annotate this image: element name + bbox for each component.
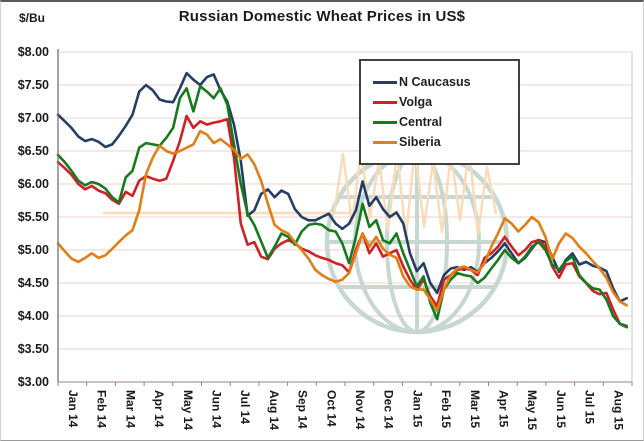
legend-line-swatch xyxy=(373,140,397,144)
x-tick-label: Nov 14 xyxy=(353,390,367,430)
legend-item-n-caucasus: N Caucasus xyxy=(373,75,518,89)
y-tick-label: $4.50 xyxy=(18,276,49,290)
legend-item-volga: Volga xyxy=(373,95,518,109)
x-tick-label: Jul 14 xyxy=(238,390,252,424)
legend-line-swatch xyxy=(373,100,397,104)
watermark-globe-icon xyxy=(103,146,510,335)
y-tick-label: $7.00 xyxy=(18,111,49,125)
x-tick-label: Sep 14 xyxy=(296,390,310,429)
x-tick-label: May 14 xyxy=(181,390,195,430)
x-tick-label: Jan 15 xyxy=(410,390,424,428)
x-tick-label: Mar 15 xyxy=(468,390,482,428)
y-tick-label: $6.00 xyxy=(18,177,49,191)
y-tick-label: $8.00 xyxy=(18,45,49,59)
legend-line-swatch xyxy=(373,120,397,124)
legend-label: Central xyxy=(399,115,443,129)
x-tick-label: Aug 15 xyxy=(611,390,625,430)
x-tick-label: May 15 xyxy=(525,390,539,430)
y-tick-label: $3.50 xyxy=(18,342,49,356)
chart-title: Russian Domestic Wheat Prices in US$ xyxy=(178,8,466,25)
series-line-volga xyxy=(56,114,629,329)
x-tick-label: Oct 14 xyxy=(324,390,338,427)
y-tick-label: $7.50 xyxy=(18,78,49,92)
y-axis-unit-label: $/Bu xyxy=(19,11,46,25)
legend-line-swatch xyxy=(373,80,397,84)
y-tick-label: $4.00 xyxy=(18,309,49,323)
x-tick-label: Jun 15 xyxy=(554,390,568,428)
legend-label: Siberia xyxy=(399,135,441,149)
x-tick-label: Jan 14 xyxy=(66,390,80,428)
legend-item-central: Central xyxy=(373,115,518,129)
series-line-siberia xyxy=(56,129,629,313)
x-tick-label: Apr 15 xyxy=(497,390,511,428)
y-tick-label: $3.00 xyxy=(18,375,49,389)
y-tick-label: $5.00 xyxy=(18,243,49,257)
x-tick-label: Mar 14 xyxy=(123,390,137,428)
y-tick-label: $6.50 xyxy=(18,144,49,158)
x-tick-label: Aug 14 xyxy=(267,390,281,430)
x-tick-label: Jul 15 xyxy=(583,390,597,424)
legend: N Caucasus Volga Central Siberia xyxy=(359,59,520,165)
series-line-central xyxy=(56,85,629,328)
y-tick-label: $5.50 xyxy=(18,210,49,224)
legend-label: Volga xyxy=(399,95,433,109)
legend-label: N Caucasus xyxy=(399,75,471,89)
x-tick-label: Feb 14 xyxy=(95,390,109,428)
x-tick-label: Dec 14 xyxy=(382,390,396,429)
legend-item-siberia: Siberia xyxy=(373,135,518,149)
x-tick-label: Apr 14 xyxy=(152,390,166,428)
x-tick-label: Feb 15 xyxy=(439,390,453,428)
x-tick-label: Jun 14 xyxy=(210,390,224,428)
